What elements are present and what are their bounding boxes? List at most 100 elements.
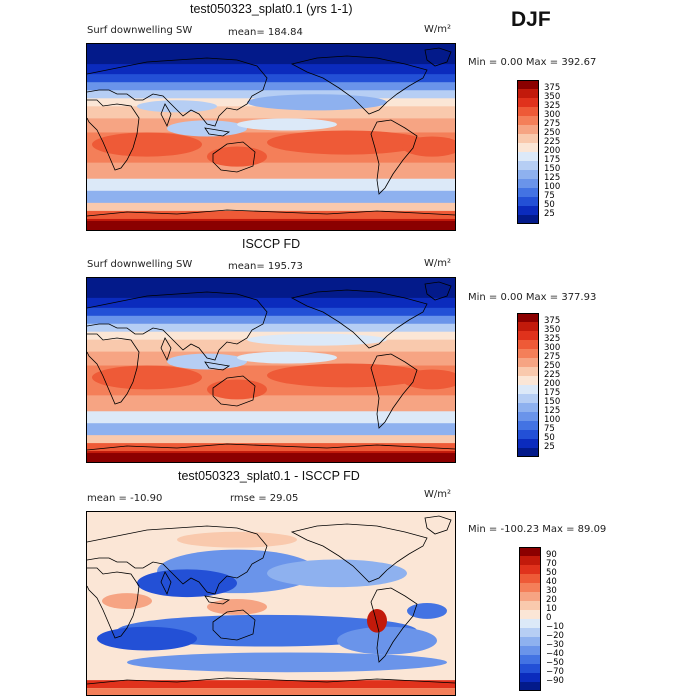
colorbar-swatch: [517, 197, 539, 206]
colorbar-swatch: [517, 340, 539, 349]
panel3-mean-label: mean = -10.90: [87, 493, 163, 504]
colorbar-swatch: [517, 206, 539, 215]
colorbar-swatch: [517, 170, 539, 179]
field-blob: [92, 365, 202, 390]
field-blob: [207, 146, 267, 167]
latitude-band: [87, 453, 455, 462]
coastline: [204, 361, 231, 371]
colorbar-tick-label: 225: [544, 137, 561, 147]
latitude-band: [87, 315, 455, 325]
panel2-units: W/m²: [424, 258, 452, 269]
coastline: [87, 677, 455, 685]
coastline: [204, 127, 231, 137]
field-blob: [267, 559, 407, 588]
colorbar-swatch: [517, 385, 539, 394]
colorbar-tick-label: 125: [544, 173, 561, 183]
colorbar-swatch: [517, 448, 539, 457]
colorbar-swatch: [517, 143, 539, 152]
colorbar-swatch: [517, 134, 539, 143]
colorbar-tick-label: 275: [544, 119, 561, 129]
colorbar-swatch: [517, 107, 539, 116]
colorbar-swatch: [517, 331, 539, 340]
colorbar-swatch: [517, 313, 539, 322]
colorbar-tick-label: 200: [544, 379, 561, 389]
colorbar-tick-label: −50: [546, 658, 564, 668]
coastline: [290, 55, 428, 115]
coastline: [87, 99, 140, 171]
colorbar-tick-label: −30: [546, 640, 564, 650]
colorbar-tick-label: 20: [546, 595, 557, 605]
panel2-title: ISCCP FD: [242, 237, 301, 251]
colorbar-tick-label: 300: [544, 110, 561, 120]
field-blob: [247, 333, 387, 346]
colorbar-swatch: [519, 628, 541, 637]
panel2-mean-label: mean= 195.73: [228, 261, 303, 272]
field-blob: [137, 100, 217, 113]
latitude-band: [87, 178, 455, 192]
colorbar-tick-label: −20: [546, 631, 564, 641]
coastline: [370, 119, 418, 195]
coastline: [204, 595, 231, 605]
colorbar-swatch: [517, 439, 539, 448]
field-blob: [407, 603, 447, 619]
coastline: [87, 333, 140, 405]
panel3-title: test050323_splat0.1 - ISCCP FD: [178, 469, 360, 483]
colorbar-tick-label: −90: [546, 676, 564, 686]
panel3-minmax: Min = -100.23 Max = 89.09: [468, 524, 607, 535]
latitude-band: [87, 90, 455, 99]
colorbar-swatch: [517, 322, 539, 331]
latitude-band: [87, 297, 455, 309]
field-blob: [92, 132, 202, 157]
colorbar-swatch: [519, 673, 541, 682]
panel1-variable-label: Surf downwelling SW: [87, 25, 193, 36]
colorbar-swatch: [517, 152, 539, 161]
coastline: [160, 571, 172, 596]
field-blob: [237, 118, 337, 131]
coastline: [87, 443, 455, 451]
colorbar-tick-label: 325: [544, 101, 561, 111]
coastline: [87, 209, 455, 217]
colorbar-swatch: [519, 637, 541, 646]
coastline: [160, 337, 172, 362]
panel2-variable-label: Surf downwelling SW: [87, 259, 193, 270]
coastline: [87, 291, 268, 361]
colorbar-swatch: [517, 412, 539, 421]
colorbar-tick-label: 150: [544, 164, 561, 174]
colorbar-swatch: [519, 547, 541, 556]
colorbar-tick-label: 250: [544, 361, 561, 371]
colorbar-tick-label: −70: [546, 667, 564, 677]
field-blob: [207, 599, 267, 615]
colorbar-tick-label: 100: [544, 182, 561, 192]
field-blob: [102, 593, 152, 609]
colorbar-tick-label: 30: [546, 586, 557, 596]
coastline: [160, 103, 172, 128]
field-blob: [177, 531, 297, 548]
colorbar-tick-label: 50: [546, 568, 557, 578]
colorbar-tick-label: 70: [546, 559, 557, 569]
panel1-mean-label: mean= 184.84: [228, 27, 303, 38]
colorbar-swatch: [517, 80, 539, 89]
colorbar-swatch: [517, 116, 539, 125]
latitude-band: [87, 323, 455, 333]
field-blob: [97, 626, 197, 651]
latitude-band: [87, 307, 455, 317]
colorbar-swatch: [519, 574, 541, 583]
field-blob: [367, 608, 387, 633]
panel3-rmse-label: rmse = 29.05: [230, 493, 299, 504]
field-blob: [267, 363, 427, 388]
panel1-units: W/m²: [424, 24, 452, 35]
latitude-band: [87, 220, 455, 230]
coastline: [424, 47, 452, 67]
coastline: [87, 525, 268, 595]
colorbar-tick-label: 25: [544, 442, 555, 452]
coastline: [290, 289, 428, 349]
latitude-band: [87, 278, 455, 299]
latitude-band: [87, 202, 455, 212]
panel1-map: [86, 43, 456, 231]
colorbar-tick-label: −40: [546, 649, 564, 659]
colorbar-swatch: [519, 664, 541, 673]
colorbar-tick-label: 150: [544, 397, 561, 407]
season-label: DJF: [511, 8, 551, 31]
colorbar-swatch: [519, 646, 541, 655]
coastline: [87, 567, 140, 639]
